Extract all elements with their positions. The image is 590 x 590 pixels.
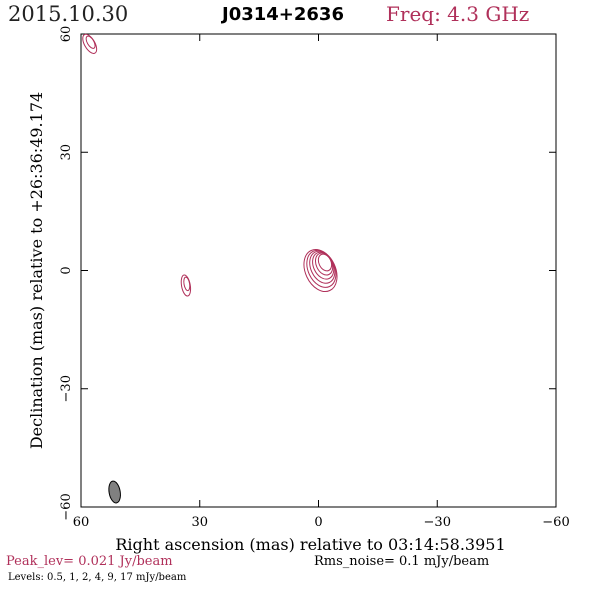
contour-levels: Levels: 0.5, 1, 2, 4, 9, 17 mJy/beam (8, 572, 187, 583)
x-axis-label: Right ascension (mas) relative to 03:14:… (115, 535, 505, 554)
plot-area: 60 30 0 −30 −60 −60 −30 0 30 60 Right ascension (m… (27, 26, 570, 554)
observation-date: 2015.10.30 (8, 2, 129, 26)
contour-component-2-level-0 (82, 33, 98, 54)
y-tick-label: 30 (59, 144, 74, 161)
contour-component-0-level-5 (317, 253, 333, 272)
x-tick-label: 0 (314, 515, 322, 530)
x-tick-label: 30 (191, 515, 208, 530)
source-name: J0314+2636 (222, 4, 344, 25)
contour-component-2-level-1 (85, 35, 96, 49)
x-tick-label: −60 (542, 515, 569, 530)
x-tick-label: −30 (424, 515, 451, 530)
y-tick-label: 60 (59, 26, 74, 43)
x-tick-label: 60 (73, 515, 90, 530)
peak-level: Peak_lev= 0.021 Jy/beam (6, 554, 173, 569)
rms-noise: Rms_noise= 0.1 mJy/beam (314, 554, 490, 569)
y-tick-label: −30 (59, 375, 74, 402)
y-tick-label: −60 (59, 493, 74, 520)
y-tick-label: 0 (59, 266, 74, 274)
frequency-label: Freq: 4.3 GHz (386, 2, 530, 26)
y-axis-label: Declination (mas) relative to +26:36:49.… (27, 92, 46, 449)
contour-component-1-level-1 (183, 276, 191, 292)
beam-ellipse (108, 480, 121, 504)
